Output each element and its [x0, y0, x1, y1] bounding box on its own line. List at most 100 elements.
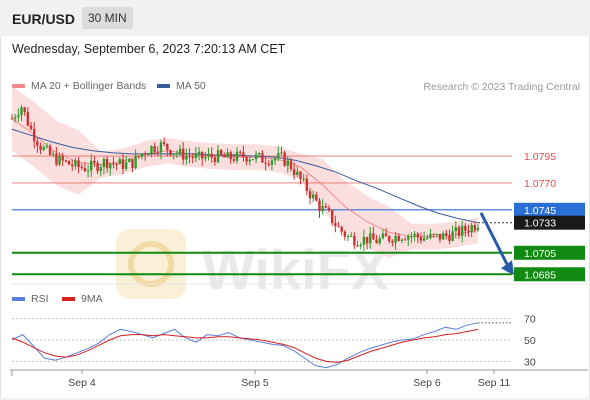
top-bar: EUR/USD 30 MIN — [0, 0, 590, 36]
candle-body — [93, 160, 96, 163]
candle-body — [353, 235, 356, 246]
candle-body — [267, 163, 270, 165]
candle-body — [235, 151, 239, 161]
candle-body — [362, 236, 366, 245]
candle-body — [121, 159, 125, 170]
rsi-tick-30: 30 — [524, 356, 536, 368]
legend-ma20: MA 20 + Bollinger Bands — [12, 80, 146, 92]
candle-body — [124, 162, 128, 170]
candle-body — [394, 235, 397, 243]
candle-body — [248, 159, 251, 162]
candle-body — [346, 235, 350, 237]
candle-body — [422, 238, 426, 241]
candle-body — [292, 169, 296, 176]
candle-body — [391, 241, 394, 243]
candle-body — [261, 153, 264, 163]
candle-body — [321, 206, 324, 212]
x-label-Sep-5: Sep 5 — [241, 377, 269, 389]
candle-body — [232, 159, 236, 161]
candle-body — [369, 233, 372, 244]
candle-body — [169, 150, 172, 156]
candle-body — [311, 194, 315, 199]
x-label-Sep-6: Sep 6 — [413, 377, 441, 389]
candle-body — [185, 155, 188, 160]
candle-body — [451, 231, 454, 241]
ma9-swatch — [62, 297, 75, 301]
candle-body — [39, 145, 42, 150]
candle-body — [172, 153, 175, 156]
candle-body — [457, 227, 461, 236]
candle-body — [273, 158, 277, 161]
candle-body — [58, 155, 61, 165]
candle-body — [223, 154, 226, 158]
candle-body — [426, 237, 429, 239]
candle-body — [102, 158, 106, 168]
level-tag-1.0733 — [514, 215, 585, 230]
level-tag-1.0745 — [514, 202, 585, 217]
candle-body — [188, 155, 191, 157]
candle-body — [454, 227, 458, 232]
candle-body — [388, 236, 391, 242]
candle-body — [470, 225, 473, 233]
candle-body — [10, 118, 14, 120]
candle-body — [270, 160, 274, 165]
candle-body — [308, 191, 312, 199]
candle-body — [42, 147, 45, 150]
candle-body — [220, 149, 223, 155]
candle-body — [438, 233, 442, 240]
candle-body — [283, 152, 286, 166]
candle-body — [318, 200, 321, 212]
timeframe-button[interactable]: 30 MIN — [82, 7, 133, 29]
candle-body — [52, 153, 55, 155]
candle-body — [407, 236, 410, 240]
candle-body — [242, 152, 245, 158]
candle-body — [229, 152, 232, 160]
ma50-legend-label: MA 50 — [176, 80, 206, 92]
candle-body — [299, 171, 302, 180]
candle-body — [175, 153, 179, 155]
candle-body — [128, 159, 131, 163]
x-label-Sep-4: Sep 4 — [68, 377, 96, 389]
candle-body — [118, 159, 121, 165]
candle-body — [55, 153, 58, 165]
candle-body — [460, 225, 464, 236]
candle-body — [337, 226, 340, 228]
level-tag-1.0685 — [514, 267, 585, 282]
candle-body — [305, 178, 309, 192]
candle-body — [245, 157, 248, 162]
candle-body — [61, 155, 64, 161]
candle-body — [476, 227, 480, 230]
candle-body — [258, 153, 261, 155]
candle-body — [17, 115, 20, 118]
level-tag-1.0705 — [514, 245, 585, 260]
candle-body — [109, 163, 112, 169]
candle-body — [356, 245, 359, 247]
candle-body — [375, 239, 378, 244]
candle-body — [464, 225, 467, 231]
level-label-1.0770: 1.0770 — [524, 178, 556, 190]
candle-body — [13, 117, 17, 119]
candle-body — [23, 107, 26, 113]
candle-body — [71, 164, 74, 167]
candle-body — [112, 163, 115, 165]
candle-body — [397, 235, 400, 241]
candle-body — [403, 239, 407, 241]
candle-body — [48, 146, 52, 155]
candle-body — [166, 143, 169, 151]
forecast-arrow-head — [501, 260, 514, 276]
candle-body — [413, 233, 416, 236]
candle-body — [296, 171, 299, 176]
candle-body — [45, 146, 49, 148]
rsi-series-RSI — [11, 322, 479, 369]
candle-body — [74, 160, 77, 167]
candle-body — [191, 156, 194, 159]
ma50-swatch — [157, 84, 170, 88]
candle-body — [441, 233, 445, 240]
candle-body — [67, 160, 71, 165]
candle-body — [251, 159, 255, 161]
candle-body — [207, 153, 210, 157]
research-credit: Research © 2023 Trading Central — [423, 81, 580, 93]
candle-body — [159, 142, 163, 153]
